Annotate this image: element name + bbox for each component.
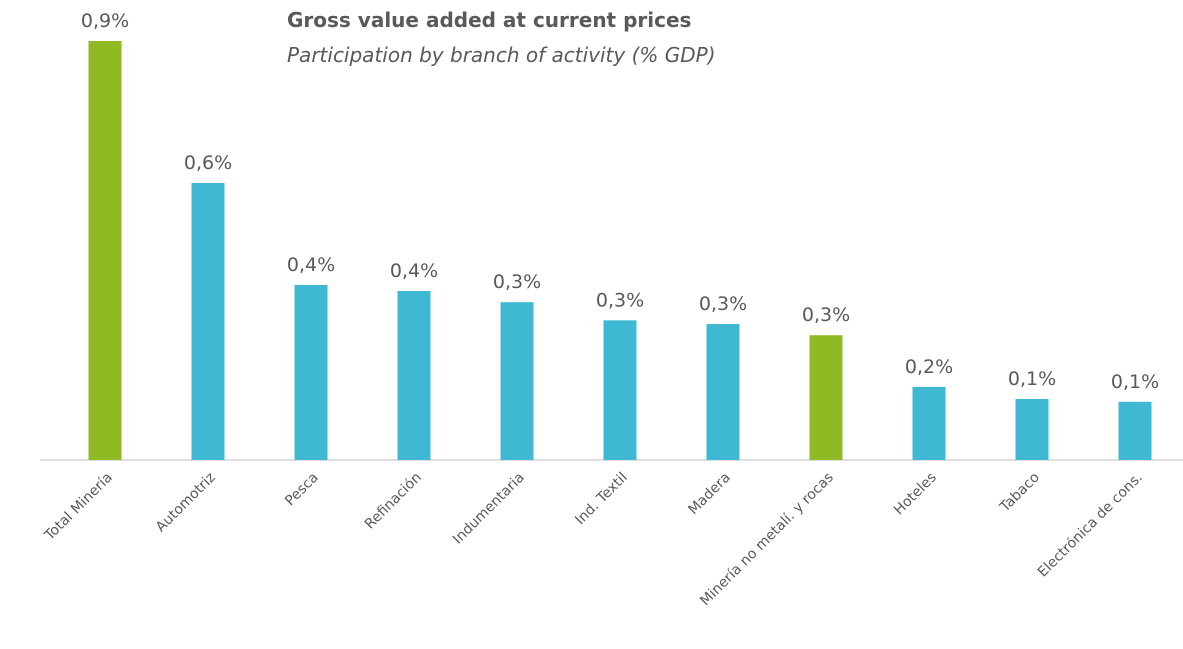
value-label: 0,4% bbox=[390, 260, 438, 282]
x-tick-label: Total Minería bbox=[41, 470, 116, 545]
bar bbox=[1015, 399, 1049, 460]
chart-subtitle: Participation by branch of activity (% G… bbox=[287, 43, 716, 67]
chart-title: Gross value added at current prices bbox=[287, 8, 691, 32]
x-tick-label: Refinación bbox=[362, 470, 425, 533]
value-label: 0,4% bbox=[287, 254, 335, 276]
bar bbox=[500, 302, 534, 460]
value-label: 0,2% bbox=[905, 356, 953, 378]
x-tick-label: Indumentaria bbox=[450, 470, 528, 548]
x-tick-label: Electrónica de cons. bbox=[1035, 470, 1146, 581]
bar bbox=[1118, 401, 1152, 460]
value-label: 0,3% bbox=[596, 289, 644, 311]
value-label: 0,3% bbox=[493, 271, 541, 293]
x-tick-label: Automotriz bbox=[153, 470, 219, 536]
value-label: 0,3% bbox=[802, 304, 850, 326]
bar bbox=[603, 320, 637, 460]
value-label: 0,9% bbox=[81, 10, 129, 32]
x-tick-label: Ind. Textil bbox=[572, 470, 631, 529]
x-tick-label: Tabaco bbox=[996, 470, 1042, 516]
value-label: 0,6% bbox=[184, 152, 232, 174]
bar bbox=[191, 182, 225, 460]
bar bbox=[706, 324, 740, 460]
value-label: 0,1% bbox=[1111, 371, 1159, 393]
x-tick-label: Pesca bbox=[282, 470, 322, 510]
x-tick-label: Hoteles bbox=[891, 470, 940, 519]
bar bbox=[809, 335, 843, 460]
x-tick-label: Madera bbox=[685, 470, 733, 518]
bar bbox=[397, 291, 431, 460]
value-label: 0,3% bbox=[699, 293, 747, 315]
bar bbox=[912, 386, 946, 460]
bar bbox=[294, 284, 328, 460]
bar bbox=[88, 41, 122, 460]
value-label: 0,1% bbox=[1008, 368, 1056, 390]
